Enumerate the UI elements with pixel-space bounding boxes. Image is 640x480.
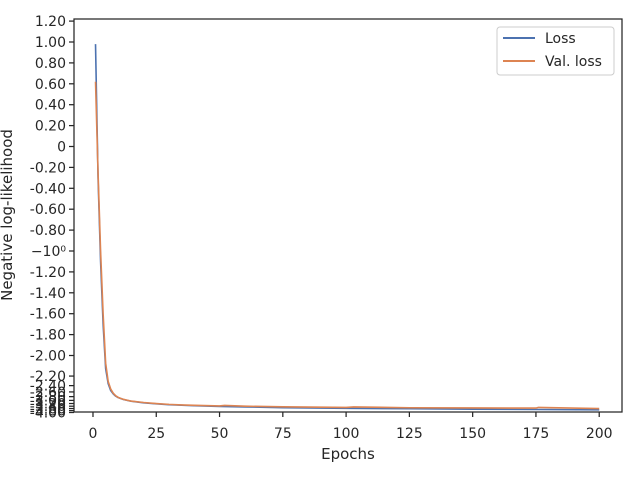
y-tick-label: -3.20: [30, 397, 66, 413]
y-tick-label: -3.60: [30, 402, 66, 418]
x-tick-label: 75: [274, 426, 292, 442]
x-tick-label: 50: [211, 426, 229, 442]
x-tick-label: 25: [147, 426, 165, 442]
y-tick-label: -4.00: [30, 406, 66, 422]
y-tick-label: -0.40: [30, 181, 66, 197]
y-tick-label: -1.40: [30, 286, 66, 302]
x-tick-label: 125: [396, 426, 423, 442]
y-tick-label: -3.80: [30, 404, 66, 420]
y-tick-label: -1.20: [30, 265, 66, 281]
y-tick-label: 1.20: [35, 14, 66, 30]
y-axis-title: Negative log-likelihood: [0, 129, 16, 301]
y-tick-label: -2.80: [30, 390, 66, 406]
y-tick-label: 0.80: [35, 56, 66, 72]
y-tick-label: -0.60: [30, 202, 66, 218]
plot-area: [73, 18, 623, 413]
y-tick-label: -2.00: [30, 349, 66, 365]
x-axis-ticks: 0 25 50 75 100 125 150 175 200: [89, 412, 613, 442]
legend-label-loss: Loss: [545, 31, 576, 47]
y-tick-label: 0.20: [35, 119, 66, 135]
y-tick-label: -3.40: [30, 399, 66, 415]
series-line-val-loss: [94, 81, 600, 410]
y-tick-label: -2.40: [30, 379, 66, 395]
y-tick-label: −10⁰: [31, 244, 67, 260]
x-tick-label: 100: [333, 426, 360, 442]
legend-label-val-loss: Val. loss: [545, 54, 602, 70]
y-tick-label: 1.00: [35, 35, 66, 51]
y-tick-label: 0.60: [35, 77, 66, 93]
y-tick-label: 0.40: [35, 98, 66, 114]
y-tick-label: 0: [57, 140, 66, 156]
x-tick-label: 200: [586, 426, 613, 442]
y-tick-label: -1.80: [30, 328, 66, 344]
y-tick-label: -2.60: [30, 385, 66, 401]
y-tick-label: -1.60: [30, 307, 66, 323]
series-lines: [94, 44, 600, 411]
x-axis-title: Epochs: [321, 445, 375, 463]
y-tick-label: -0.80: [30, 223, 66, 239]
y-tick-label: -0.20: [30, 160, 66, 176]
x-tick-label: 150: [459, 426, 486, 442]
legend: Loss Val. loss: [496, 26, 615, 76]
y-tick-label: -3.00: [30, 393, 66, 409]
y-tick-label: -2.20: [30, 369, 66, 385]
y-axis-ticks: 1.20 1.00 0.80 0.60 0.40 0.20 0 -0.20 -0.40 -0.60…: [30, 14, 74, 422]
x-tick-label: 175: [523, 426, 550, 442]
x-tick-label: 0: [89, 426, 98, 442]
